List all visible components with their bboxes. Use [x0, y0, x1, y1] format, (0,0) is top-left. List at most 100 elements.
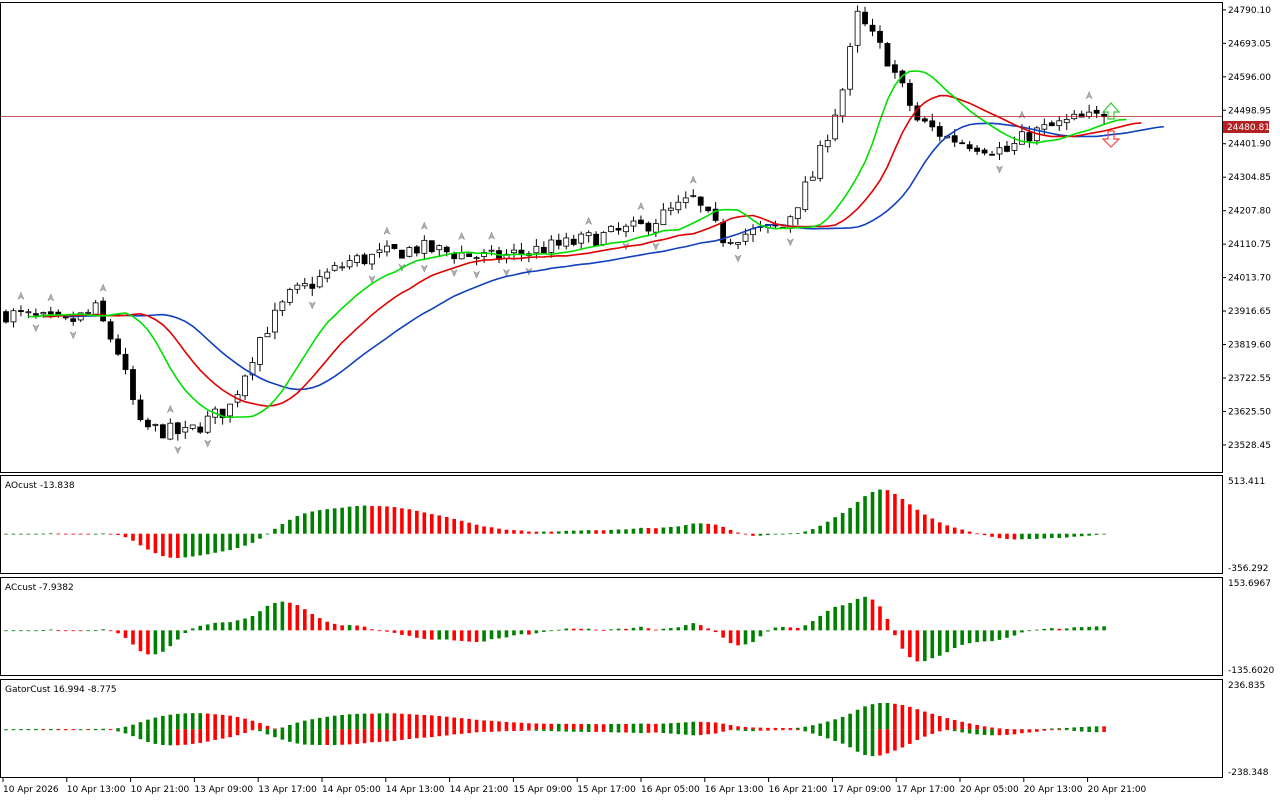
- candle-body: [623, 225, 629, 233]
- ao-bar: [459, 520, 464, 534]
- ao-bar: [504, 529, 509, 534]
- gator-lower-bar: [250, 729, 255, 731]
- price-tick-label: 24693.05: [1228, 39, 1271, 49]
- candle-body: [660, 209, 667, 226]
- gator-panel-frame: [0, 679, 1223, 778]
- ao-bar: [377, 506, 382, 534]
- gator-upper-bar: [467, 718, 471, 730]
- ac-bar: [362, 626, 367, 631]
- ao-bar: [489, 527, 494, 534]
- ac-bar: [355, 625, 359, 631]
- fractal-down-icon: [734, 254, 742, 263]
- ao-bar: [467, 522, 471, 534]
- gator-upper-bar: [153, 717, 158, 730]
- ao-bar: [161, 533, 165, 557]
- gator-upper-bar: [878, 703, 882, 730]
- gator-upper-bar: [796, 727, 800, 730]
- ac-bar: [340, 625, 344, 631]
- candle-body: [488, 249, 495, 252]
- ao-bar: [310, 511, 315, 534]
- ao-bar: [370, 506, 374, 534]
- ao-bar: [123, 533, 128, 538]
- gator-lower-bar: [108, 729, 113, 731]
- gator-upper-bar: [400, 713, 404, 730]
- gator-lower-bar: [646, 729, 651, 733]
- ac-bar: [960, 630, 964, 645]
- candle-body: [974, 147, 980, 152]
- ac-title: ACcust -7.9382: [5, 583, 74, 593]
- ac-bar: [825, 610, 830, 631]
- ao-title: AOcust -13.838: [5, 481, 75, 491]
- gator-upper-bar: [975, 724, 979, 730]
- gator-lower-bar: [1064, 729, 1069, 731]
- gator-lower-bar: [923, 729, 927, 737]
- gator-lower-bar: [482, 729, 486, 732]
- ao-bar: [997, 533, 1002, 539]
- gator-upper-bar: [594, 724, 598, 730]
- ao-bar: [392, 507, 397, 534]
- candle-body: [966, 144, 973, 150]
- candle-body: [877, 30, 883, 43]
- ao-bar: [706, 523, 710, 534]
- gator-upper-bar: [190, 713, 195, 730]
- ao-bar: [683, 525, 688, 534]
- gator-lower-bar: [908, 729, 912, 744]
- ac-bar: [415, 630, 419, 638]
- candle-body: [630, 220, 637, 227]
- ac-tick-label: 153.6967: [1228, 579, 1271, 589]
- ac-bar: [855, 598, 860, 631]
- ao-bar: [34, 533, 38, 535]
- candle-body: [675, 201, 682, 211]
- price-tick-label: 24498.95: [1228, 106, 1271, 116]
- fractal-up-icon: [99, 283, 107, 292]
- gator-upper-bar: [519, 722, 524, 730]
- ao-bar: [1020, 533, 1024, 540]
- gator-upper-bar: [915, 709, 920, 730]
- ac-bar: [639, 626, 643, 631]
- ac-bar: [108, 630, 113, 632]
- gator-upper-bar: [93, 728, 98, 730]
- fractal-down-icon: [652, 242, 660, 251]
- candle-body: [331, 265, 338, 271]
- price-tick-label: 23722.55: [1228, 374, 1271, 384]
- ac-bar: [758, 630, 763, 637]
- gator-lower-bar: [161, 729, 165, 746]
- gator-upper-bar: [512, 722, 516, 730]
- price-tick-label: 24790.10: [1228, 6, 1271, 16]
- ac-bar: [504, 630, 509, 638]
- ao-bar: [153, 533, 158, 554]
- gator-lower-bar: [579, 729, 583, 732]
- ao-bar: [1094, 533, 1099, 535]
- candle-body: [608, 225, 614, 233]
- gator-lower-bar: [870, 729, 875, 756]
- ac-tick-label: -135.6020: [1228, 666, 1274, 676]
- gator-upper-bar: [138, 722, 143, 730]
- ac-bar: [728, 630, 733, 644]
- gator-upper-bar: [317, 717, 322, 730]
- gator-upper-bar: [280, 727, 285, 730]
- ac-bar: [1005, 630, 1009, 638]
- ac-bar: [243, 618, 247, 631]
- candle-body: [1093, 109, 1100, 114]
- gator-lower-bar: [773, 729, 778, 731]
- candle-body: [697, 196, 704, 206]
- gator-upper-bar: [123, 726, 128, 730]
- gator-lower-bar: [586, 729, 591, 732]
- ao-bar: [908, 504, 912, 534]
- ao-bar: [243, 533, 247, 546]
- ao-bar: [863, 496, 867, 534]
- fractal-up-icon: [1018, 110, 1026, 119]
- ao-bar: [534, 531, 539, 534]
- candle-body: [145, 419, 151, 428]
- ac-bar: [571, 628, 576, 631]
- gator-lower-bar: [609, 729, 613, 733]
- candle-body: [794, 207, 801, 219]
- candle-body: [593, 233, 600, 247]
- gator-lower-bar: [392, 729, 397, 741]
- gator-upper-bar: [1079, 727, 1084, 730]
- gator-upper-bar: [945, 718, 950, 730]
- gator-upper-bar: [833, 719, 837, 730]
- ac-bar: [153, 630, 158, 655]
- gator-upper-bar: [758, 727, 763, 730]
- gator-lower-bar: [101, 729, 105, 731]
